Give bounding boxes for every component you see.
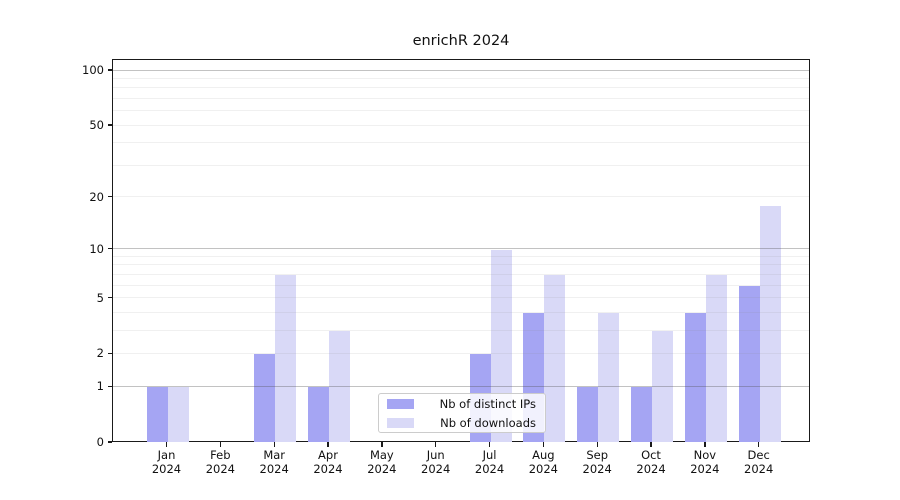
y-tick-mark <box>107 195 112 198</box>
legend-swatch <box>387 417 414 428</box>
bar-downloads <box>598 313 620 442</box>
gridline-major <box>113 69 809 71</box>
y-tick-mark <box>107 248 112 250</box>
x-tick-label: Mar 2024 <box>259 448 289 476</box>
x-tick-mark <box>596 442 598 447</box>
gridline-minor <box>113 98 809 99</box>
legend-entry: Nb of distinct IPs <box>387 397 536 411</box>
gridline-minor <box>113 142 809 144</box>
gridline-minor <box>113 196 809 198</box>
x-tick-mark <box>381 442 383 447</box>
bar-distinct-ips <box>254 354 276 442</box>
bar-downloads <box>705 275 727 442</box>
y-tick-label: 5 <box>96 290 104 305</box>
y-tick-label: 100 <box>82 63 104 77</box>
legend-entry: Nb of downloads <box>387 416 536 430</box>
x-tick-label: Aug 2024 <box>528 448 558 476</box>
gridline-minor <box>113 256 809 257</box>
legend-swatch <box>387 398 414 409</box>
x-tick-mark <box>704 442 706 447</box>
x-tick-mark <box>650 442 652 447</box>
x-tick-mark <box>542 442 545 447</box>
legend-label: Nb of downloads <box>440 415 536 430</box>
chart-title: enrichR 2024 <box>412 33 510 49</box>
bar-distinct-ips <box>146 387 168 442</box>
bar-downloads <box>275 275 297 442</box>
bar-downloads <box>329 331 350 442</box>
x-tick-label: Jun 2024 <box>421 448 451 476</box>
x-tick-mark <box>219 442 222 447</box>
x-tick-label: May 2024 <box>367 448 397 476</box>
gridline-minor <box>113 273 809 275</box>
x-tick-label: Oct 2024 <box>636 448 666 476</box>
x-tick-label: Jan 2024 <box>151 448 182 476</box>
legend: Nb of distinct IPs Nb of downloads <box>378 393 546 433</box>
bar-downloads <box>759 205 781 442</box>
y-tick-label: 10 <box>89 241 104 256</box>
gridline-minor <box>113 284 809 286</box>
gridline-minor <box>113 124 809 126</box>
y-tick-mark <box>107 69 112 71</box>
x-tick-mark <box>273 442 275 447</box>
x-tick-mark <box>327 442 329 447</box>
y-tick-label: 0 <box>96 435 104 449</box>
y-tick-mark <box>107 352 112 355</box>
y-tick-label: 1 <box>96 379 104 394</box>
y-tick-label: 20 <box>89 189 104 204</box>
y-tick-mark <box>107 441 112 443</box>
y-tick-label: 50 <box>89 118 104 133</box>
x-tick-label: Nov 2024 <box>690 448 720 476</box>
bar-distinct-ips <box>308 387 329 442</box>
bar-downloads <box>167 387 189 442</box>
y-tick-mark <box>107 296 112 299</box>
y-tick-mark <box>107 385 112 387</box>
gridline-minor <box>113 297 809 299</box>
x-tick-label: Feb 2024 <box>205 448 235 476</box>
bar-distinct-ips <box>631 387 653 442</box>
gridline-minor <box>113 87 809 89</box>
plot-area <box>112 59 810 442</box>
x-tick-mark <box>165 442 168 447</box>
legend-label: Nb of distinct IPs <box>439 396 536 411</box>
bar-distinct-ips <box>684 313 706 442</box>
gridline-minor <box>113 110 809 112</box>
x-tick-label: Dec 2024 <box>744 448 774 476</box>
bar-distinct-ips <box>738 286 760 442</box>
bar-distinct-ips <box>577 387 599 442</box>
x-tick-mark <box>758 442 760 447</box>
gridline-major <box>113 248 809 250</box>
bar-downloads <box>544 275 566 442</box>
y-tick-mark <box>107 124 112 126</box>
x-tick-mark <box>488 442 491 447</box>
gridline-minor <box>113 264 809 266</box>
gridline-minor <box>113 78 809 79</box>
x-tick-label: Jul 2024 <box>474 448 505 476</box>
x-tick-label: Apr 2024 <box>313 448 343 476</box>
bar-downloads <box>652 331 674 442</box>
gridline-minor <box>113 164 809 166</box>
x-tick-mark <box>435 442 437 447</box>
y-tick-label: 2 <box>96 346 104 361</box>
x-tick-label: Sep 2024 <box>582 448 612 476</box>
